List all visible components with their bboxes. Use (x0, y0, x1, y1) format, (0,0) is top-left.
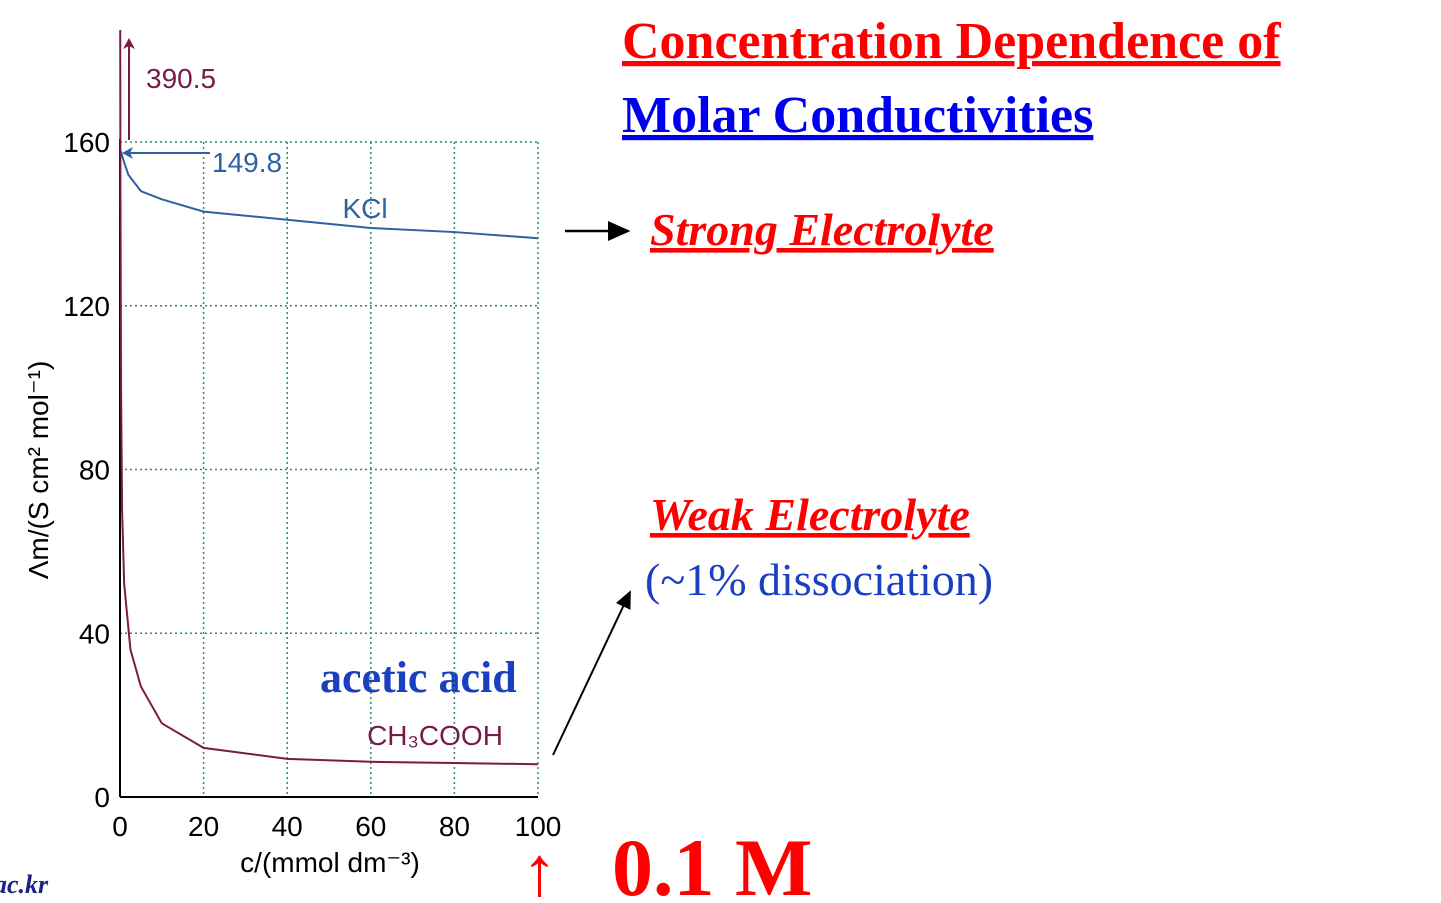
title-line: Molar Conductivities (622, 87, 1093, 144)
y-tick-label: 40 (79, 618, 110, 649)
x-axis-label: c/(mmol dm⁻³) (240, 847, 420, 878)
label: Weak Electrolyte (650, 489, 970, 540)
footer: ac.kr (0, 870, 49, 899)
x-tick-label: 60 (355, 811, 386, 842)
plot-area (119, 30, 539, 766)
y-tick-label: 120 (63, 291, 110, 322)
series-label: KCl (342, 193, 387, 224)
x-tick-label: 80 (439, 811, 470, 842)
chart: 0 40 80 120 160 0 20 40 60 80 100 c/(mmol dm⁻³) Λm/(… (23, 30, 562, 878)
y-tick-label: 160 (63, 127, 110, 158)
title-line: Concentration Dependence of (622, 13, 1281, 70)
label: ↑ (522, 834, 557, 903)
x-tick-label: 20 (188, 811, 219, 842)
x-tick-label: 100 (515, 811, 562, 842)
label: Strong Electrolyte (650, 204, 994, 255)
y-tick-label: 0 (94, 782, 110, 813)
series-line (119, 149, 539, 240)
arrow (552, 590, 631, 756)
x-tick-label: 0 (112, 811, 128, 842)
x-tick-label: 40 (272, 811, 303, 842)
annotation: 149.8 (212, 147, 282, 178)
y-axis-label: Λm/(S cm² mol⁻¹) (23, 361, 54, 580)
label: 0.1 M (612, 822, 812, 903)
annotation: 390.5 (146, 63, 216, 94)
series-label: CH₃COOH (367, 720, 503, 751)
series-line (119, 30, 539, 766)
label: (~1% dissociation) (645, 554, 993, 605)
label: acetic acid (320, 653, 517, 702)
y-tick-label: 80 (79, 455, 110, 486)
